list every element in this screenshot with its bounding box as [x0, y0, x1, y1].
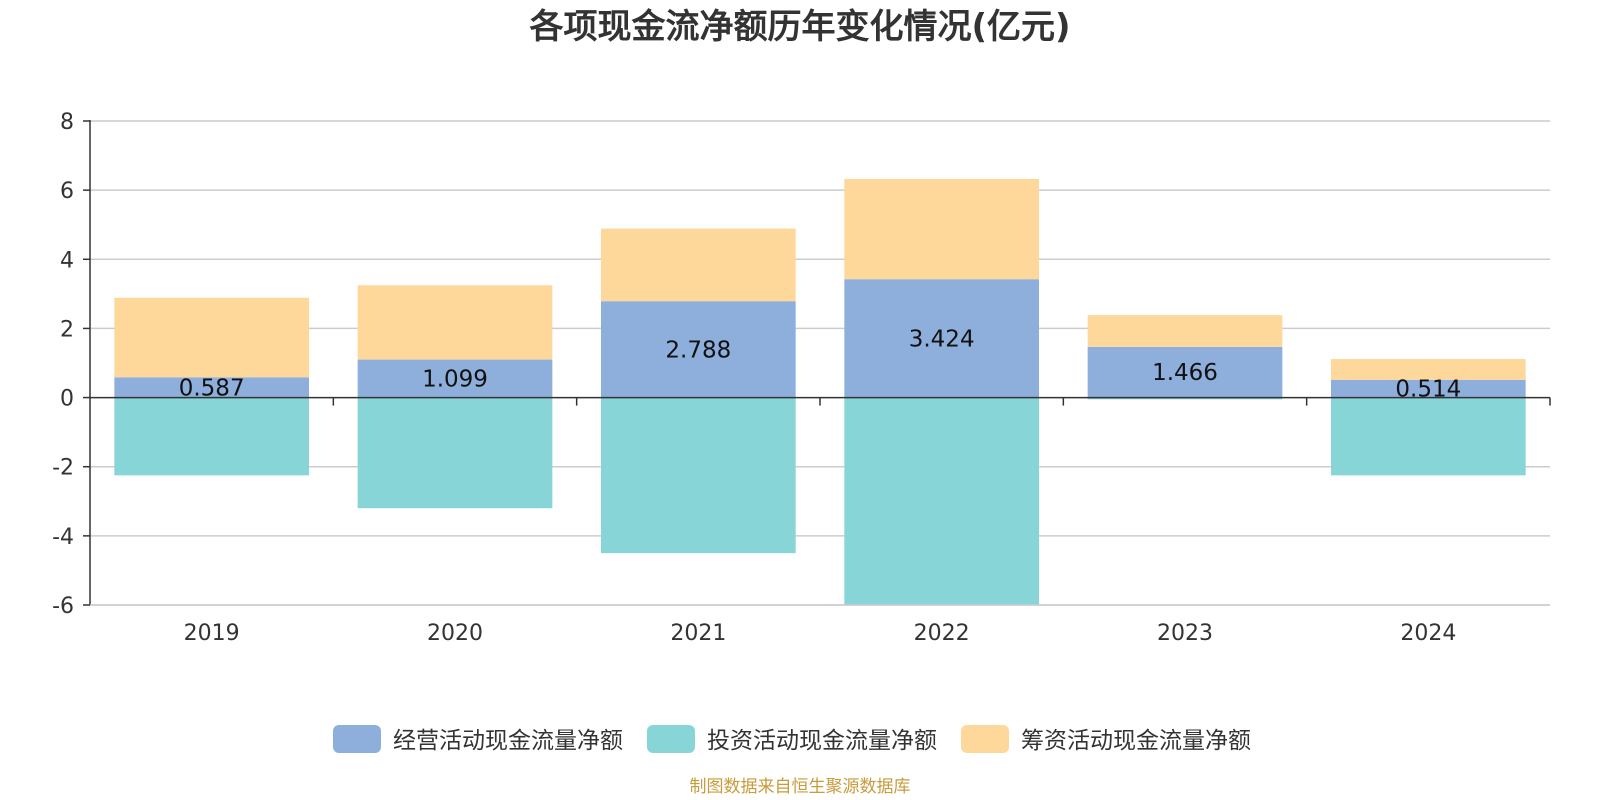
bar-2021-series-2	[601, 228, 796, 302]
bar-2021-series-1	[601, 397, 796, 554]
bar-2023-series-1	[1087, 397, 1283, 400]
x-category-label: 2020	[427, 621, 483, 646]
y-tick-labels: 8 6 4 2 0 -2 -4 -6	[52, 110, 90, 619]
legend-label-0: 经营活动现金流量净额	[393, 728, 623, 754]
bar-2020-series-1	[357, 397, 553, 509]
bar-2019-series-2	[114, 297, 309, 378]
bar-2023-series-0	[1087, 346, 1283, 398]
bar-2019-series-1	[114, 397, 309, 476]
data-label-2021: 2.788	[665, 337, 731, 363]
bar-2024-series-2	[1331, 359, 1526, 380]
bar-2019-series-0	[114, 377, 309, 398]
axes	[89, 120, 1551, 606]
x-category-label: 2022	[914, 621, 970, 646]
legend-swatch-0	[333, 725, 381, 753]
data-label-2023: 1.466	[1152, 360, 1218, 386]
y-tick-label: 4	[60, 248, 74, 273]
y-tick-label: 0	[60, 387, 74, 412]
y-tick-label: -4	[52, 525, 74, 550]
chart-title: 各项现金流净额历年变化情况(亿元)	[529, 7, 1070, 47]
y-tick-label: -2	[52, 456, 74, 481]
bar-2021-series-0	[601, 301, 796, 398]
bar-2022-series-0	[844, 279, 1039, 398]
bar-2024-series-0	[1331, 379, 1526, 398]
x-category-label: 2021	[670, 621, 726, 646]
bars	[114, 178, 1526, 605]
data-label-2019: 0.587	[179, 375, 245, 401]
data-label-2022: 3.424	[909, 326, 975, 352]
y-tick-label: -6	[52, 594, 74, 619]
data-label-2020: 1.099	[422, 367, 488, 393]
y-tick-label: 6	[60, 179, 74, 204]
y-tick-label: 8	[60, 110, 74, 135]
x-category-label: 2019	[184, 621, 240, 646]
bar-2024-series-1	[1331, 397, 1526, 476]
bar-2022-series-1	[844, 397, 1039, 605]
legend: 经营活动现金流量净额 投资活动现金流量净额 筹资活动现金流量净额	[333, 725, 1251, 754]
category-labels: 2019 2020 2021 2022 2023 2024	[184, 621, 1457, 646]
data-labels: 0.587 1.099 2.788 3.424 1.466 0.514	[179, 326, 1462, 402]
legend-label-2: 筹资活动现金流量净额	[1021, 728, 1251, 754]
bar-2023-series-2	[1087, 315, 1283, 347]
x-category-label: 2024	[1400, 621, 1456, 646]
bar-2020-series-2	[357, 285, 553, 360]
legend-swatch-1	[647, 725, 695, 753]
bar-2022-series-2	[844, 178, 1039, 280]
bar-2020-series-0	[357, 359, 553, 398]
source-note: 制图数据来自恒生聚源数据库	[690, 777, 911, 797]
legend-swatch-2	[961, 725, 1009, 753]
y-tick-label: 2	[60, 317, 74, 342]
x-category-label: 2023	[1157, 621, 1213, 646]
legend-label-1: 投资活动现金流量净额	[707, 728, 937, 754]
data-label-2024: 0.514	[1395, 377, 1461, 403]
